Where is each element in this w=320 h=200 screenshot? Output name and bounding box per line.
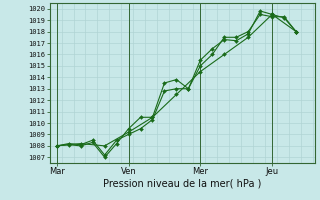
X-axis label: Pression niveau de la mer( hPa ): Pression niveau de la mer( hPa ): [103, 179, 261, 189]
